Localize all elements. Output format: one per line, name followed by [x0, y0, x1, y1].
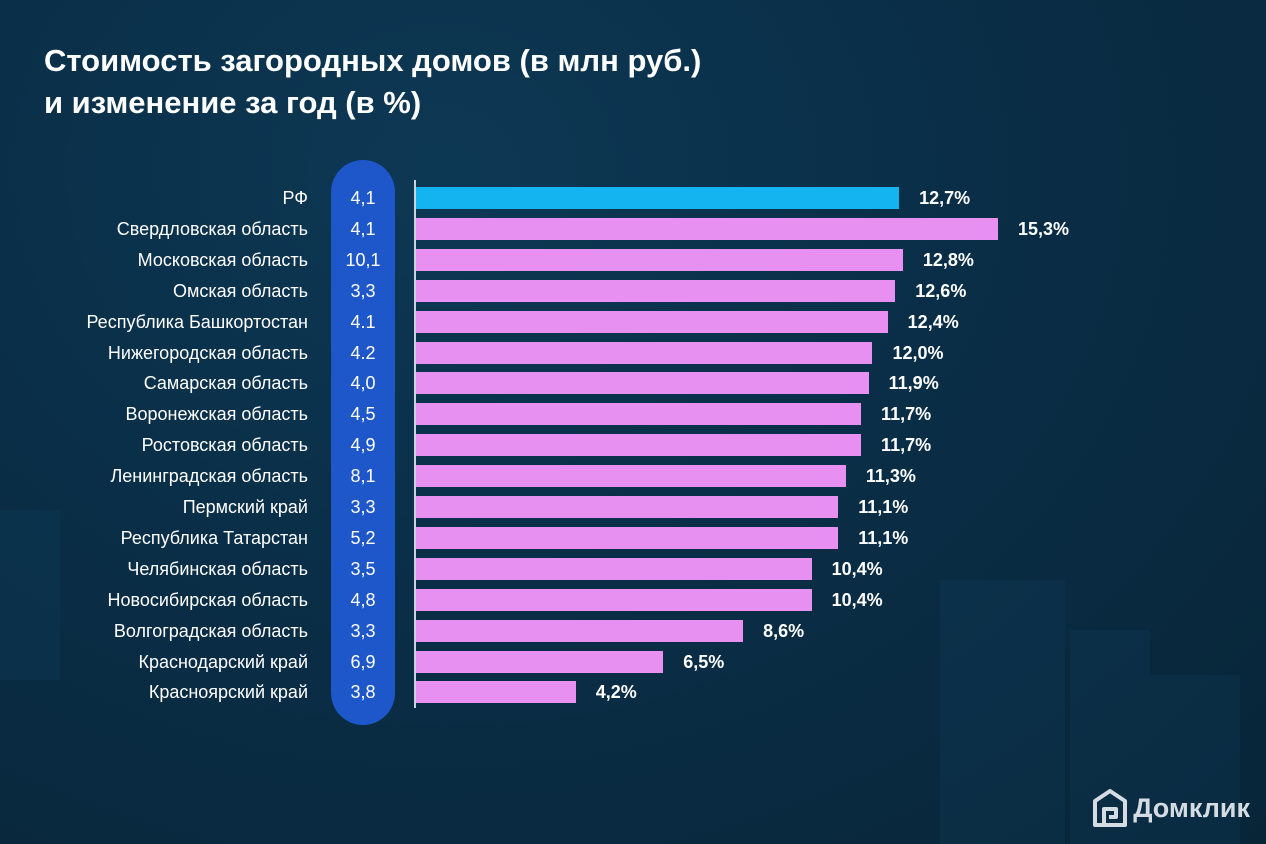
price-label: 4,1	[350, 218, 376, 239]
chart-title-line-1: Стоимость загородных домов (в млн руб.)	[44, 43, 702, 78]
change-label: 11,3%	[865, 466, 916, 487]
price-label: 3,3	[350, 497, 376, 517]
background-building-shape	[1150, 675, 1240, 844]
house-logo-icon	[1093, 789, 1128, 827]
change-label: 11,9%	[888, 373, 939, 394]
bar	[416, 557, 812, 580]
change-label: 15,3%	[1018, 218, 1070, 239]
chart-title-line-2: и изменение за год (в %)	[44, 85, 422, 120]
change-label: 11,7%	[881, 435, 932, 456]
bar	[416, 650, 664, 673]
bar	[416, 465, 846, 488]
chart-title: Стоимость загородных домов (в млн руб.) …	[44, 40, 701, 124]
price-label: 3,3	[350, 620, 376, 641]
region-label: Нижегородская область	[107, 342, 308, 363]
change-label: 11,1%	[858, 497, 909, 517]
change-label: 6,5%	[683, 651, 725, 672]
region-label: Ленинградская область	[110, 466, 308, 487]
region-label: Новосибирская область	[107, 589, 309, 610]
region-label: Воронежская область	[125, 404, 308, 425]
price-label: 6,9	[350, 651, 376, 672]
change-label: 10,4%	[831, 558, 883, 579]
price-label: 10,1	[345, 249, 381, 270]
change-label: 12,6%	[915, 280, 967, 301]
region-label: Краснодарский край	[138, 651, 308, 672]
bar	[416, 248, 903, 271]
change-label: 12,0%	[892, 342, 944, 363]
background-building-shape	[940, 580, 1065, 844]
bar	[416, 619, 744, 642]
price-label: 8,1	[350, 466, 376, 487]
bar	[416, 217, 998, 240]
price-column-pill	[331, 160, 395, 725]
region-label: РФ	[282, 188, 309, 208]
change-label: 12,7%	[919, 188, 971, 208]
bar-axis-line	[414, 180, 416, 708]
price-label: 4,5	[350, 404, 376, 425]
bar	[416, 588, 812, 611]
region-label: Республика Татарстан	[120, 527, 308, 548]
bar	[416, 279, 896, 302]
change-label: 11,7%	[881, 404, 932, 425]
price-label: 5,2	[350, 527, 376, 548]
change-label: 11,1%	[858, 527, 909, 548]
region-label: Свердловская область	[116, 218, 308, 239]
bar	[416, 496, 839, 518]
change-label: 4,2%	[595, 682, 637, 703]
brand-logo: Домклик	[1093, 788, 1250, 828]
region-label: Омская область	[172, 280, 308, 301]
bar	[416, 341, 873, 364]
bar	[416, 372, 869, 395]
bar	[416, 187, 900, 209]
region-label: Пермский край	[182, 497, 308, 517]
price-label: 3,3	[350, 280, 376, 301]
change-label: 12,8%	[922, 249, 974, 270]
bar	[416, 526, 839, 549]
region-label: Красноярский край	[148, 682, 308, 703]
price-label: 4,9	[350, 435, 376, 456]
price-label: 4,8	[350, 589, 376, 610]
price-label: 3,5	[350, 558, 376, 579]
change-label: 8,6%	[763, 620, 805, 641]
region-label: Ростовская область	[141, 435, 308, 456]
change-label: 12,4%	[907, 311, 959, 332]
bar	[416, 681, 576, 704]
change-label: 10,4%	[831, 589, 883, 610]
price-label: 4,1	[350, 188, 376, 208]
region-label: Волгоградская область	[113, 620, 308, 641]
region-label: Самарская область	[143, 373, 308, 394]
price-label: 4,0	[350, 373, 376, 394]
region-label: Московская область	[137, 249, 308, 270]
brand-name: Домклик	[1133, 792, 1250, 823]
bar	[416, 310, 888, 333]
bar	[416, 434, 862, 457]
price-label: 4.1	[350, 311, 376, 332]
background-building-shape	[0, 510, 60, 680]
region-label: Республика Башкортостан	[86, 311, 308, 332]
bar	[416, 403, 862, 426]
region-label: Челябинская область	[127, 558, 308, 579]
price-label: 4.2	[350, 342, 376, 363]
price-label: 3,8	[350, 682, 376, 703]
